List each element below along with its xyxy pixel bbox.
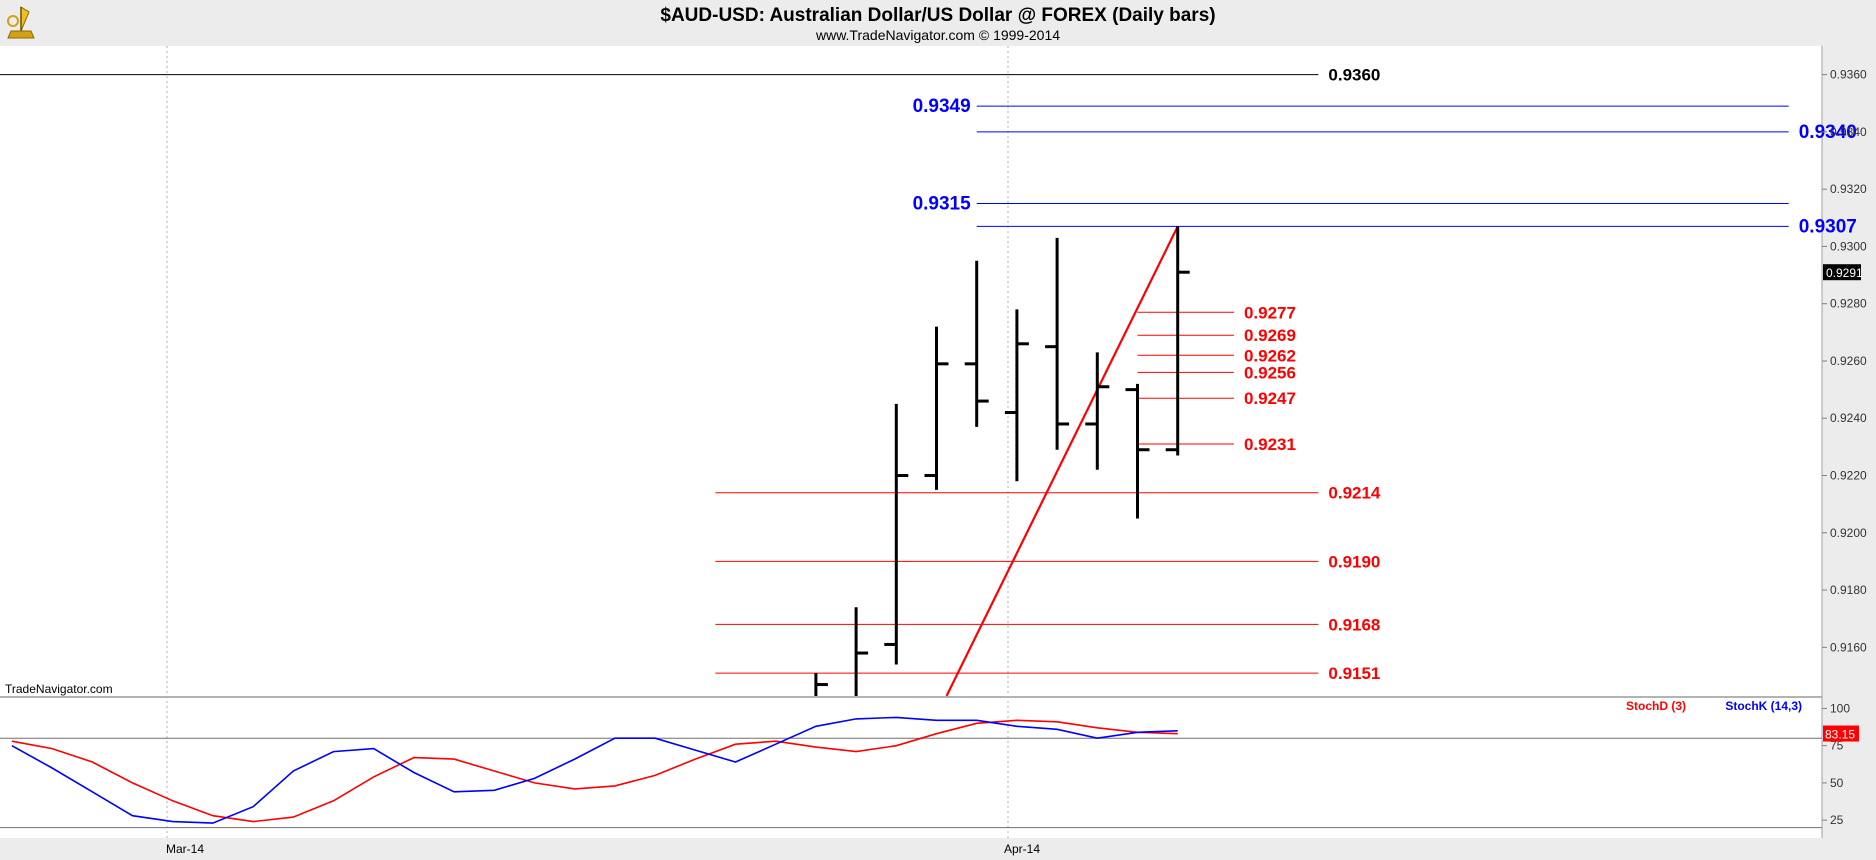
level-label-14: 0.9151 <box>1328 664 1380 683</box>
x-label-apr-14: Apr-14 <box>1004 842 1040 856</box>
last-price-box <box>1823 264 1861 281</box>
trade-navigator-logo-icon <box>7 6 35 39</box>
price-panel <box>0 46 1822 696</box>
chart-title: $AUD-USD: Australian Dollar/US Dollar @ … <box>660 5 1215 26</box>
last-price-label: 0.9291 <box>1826 266 1863 280</box>
stoch-tick-label-1: 75 <box>1830 739 1844 753</box>
stoch-series-1 <box>11 716 1178 824</box>
level-label-7: 0.9262 <box>1244 346 1296 365</box>
level-label-5: 0.9277 <box>1244 303 1296 322</box>
ohlc-bar-0 <box>814 673 828 696</box>
ohlc-bar-2 <box>884 403 909 665</box>
stochastic-axis: 100 75 50 25 83.15 <box>1822 701 1859 827</box>
level-label-2: 0.9340 <box>1799 122 1857 143</box>
price-axis: 0.9360 0.9340 0.9320 0.9300 0.9280 0.9260 0.92… <box>1822 68 1867 654</box>
y-tick-label-8: 0.9200 <box>1830 526 1867 540</box>
level-label-8: 0.9256 <box>1244 363 1296 382</box>
level-label-10: 0.9231 <box>1244 435 1296 454</box>
y-tick-label-9: 0.9180 <box>1830 583 1867 597</box>
stoch-tick-label-3: 25 <box>1830 813 1844 827</box>
trend-line-segment <box>945 225 1179 697</box>
ohlc-bar-1 <box>854 607 869 696</box>
trend-line <box>945 225 1179 697</box>
grid <box>166 46 1009 838</box>
y-tick-label-7: 0.9220 <box>1830 469 1867 483</box>
y-tick-label-4: 0.9280 <box>1830 297 1867 311</box>
ohlc-bar-3 <box>924 326 949 490</box>
level-label-13: 0.9168 <box>1328 615 1380 634</box>
y-tick-label-5: 0.9260 <box>1830 354 1867 368</box>
y-tick-label-10: 0.9160 <box>1830 640 1867 654</box>
legend-stochk: StochK (14,3) <box>1725 699 1802 713</box>
stochastic-panel <box>0 698 1822 838</box>
stoch-tick-label-0: 100 <box>1830 701 1850 715</box>
y-tick-label-1: 0.9340 <box>1830 125 1867 139</box>
ohlc-bar-4 <box>964 260 989 427</box>
ohlc-bar-9 <box>1165 226 1190 456</box>
price-bars <box>814 226 1190 696</box>
ohlc-bar-6 <box>1045 237 1070 450</box>
level-label-0: 0.9360 <box>1328 66 1380 85</box>
y-tick-label-0: 0.9360 <box>1830 68 1867 82</box>
level-label-11: 0.9214 <box>1328 484 1381 503</box>
y-tick-label-2: 0.9320 <box>1830 182 1867 196</box>
chart-subtitle: www.TradeNavigator.com © 1999-2014 <box>815 27 1060 43</box>
level-label-9: 0.9247 <box>1244 389 1296 408</box>
price-levels: 0.9360 0.9349 0.9340 0.9315 0.9307 0.9277 0.92… <box>0 66 1857 683</box>
ohlc-bar-5 <box>1004 309 1029 482</box>
stochastic-lines <box>0 716 1822 829</box>
level-label-6: 0.9269 <box>1244 326 1296 345</box>
x-label-mar-14: Mar-14 <box>166 842 204 856</box>
level-label-1: 0.9349 <box>913 96 971 117</box>
level-label-3: 0.9315 <box>913 193 972 214</box>
stoch-last-label: 83.15 <box>1825 728 1855 742</box>
level-label-4: 0.9307 <box>1799 216 1857 237</box>
stoch-series-0 <box>11 719 1178 823</box>
level-label-12: 0.9190 <box>1328 552 1380 571</box>
legend-stochd: StochD (3) <box>1626 699 1686 713</box>
watermark: TradeNavigator.com <box>5 682 113 696</box>
y-tick-label-6: 0.9240 <box>1830 411 1867 425</box>
stoch-tick-label-2: 50 <box>1830 776 1844 790</box>
ohlc-bar-8 <box>1125 383 1150 519</box>
y-tick-label-3: 0.9300 <box>1830 239 1867 253</box>
ohlc-bar-7 <box>1085 352 1110 470</box>
stoch-last-box <box>1823 725 1859 742</box>
